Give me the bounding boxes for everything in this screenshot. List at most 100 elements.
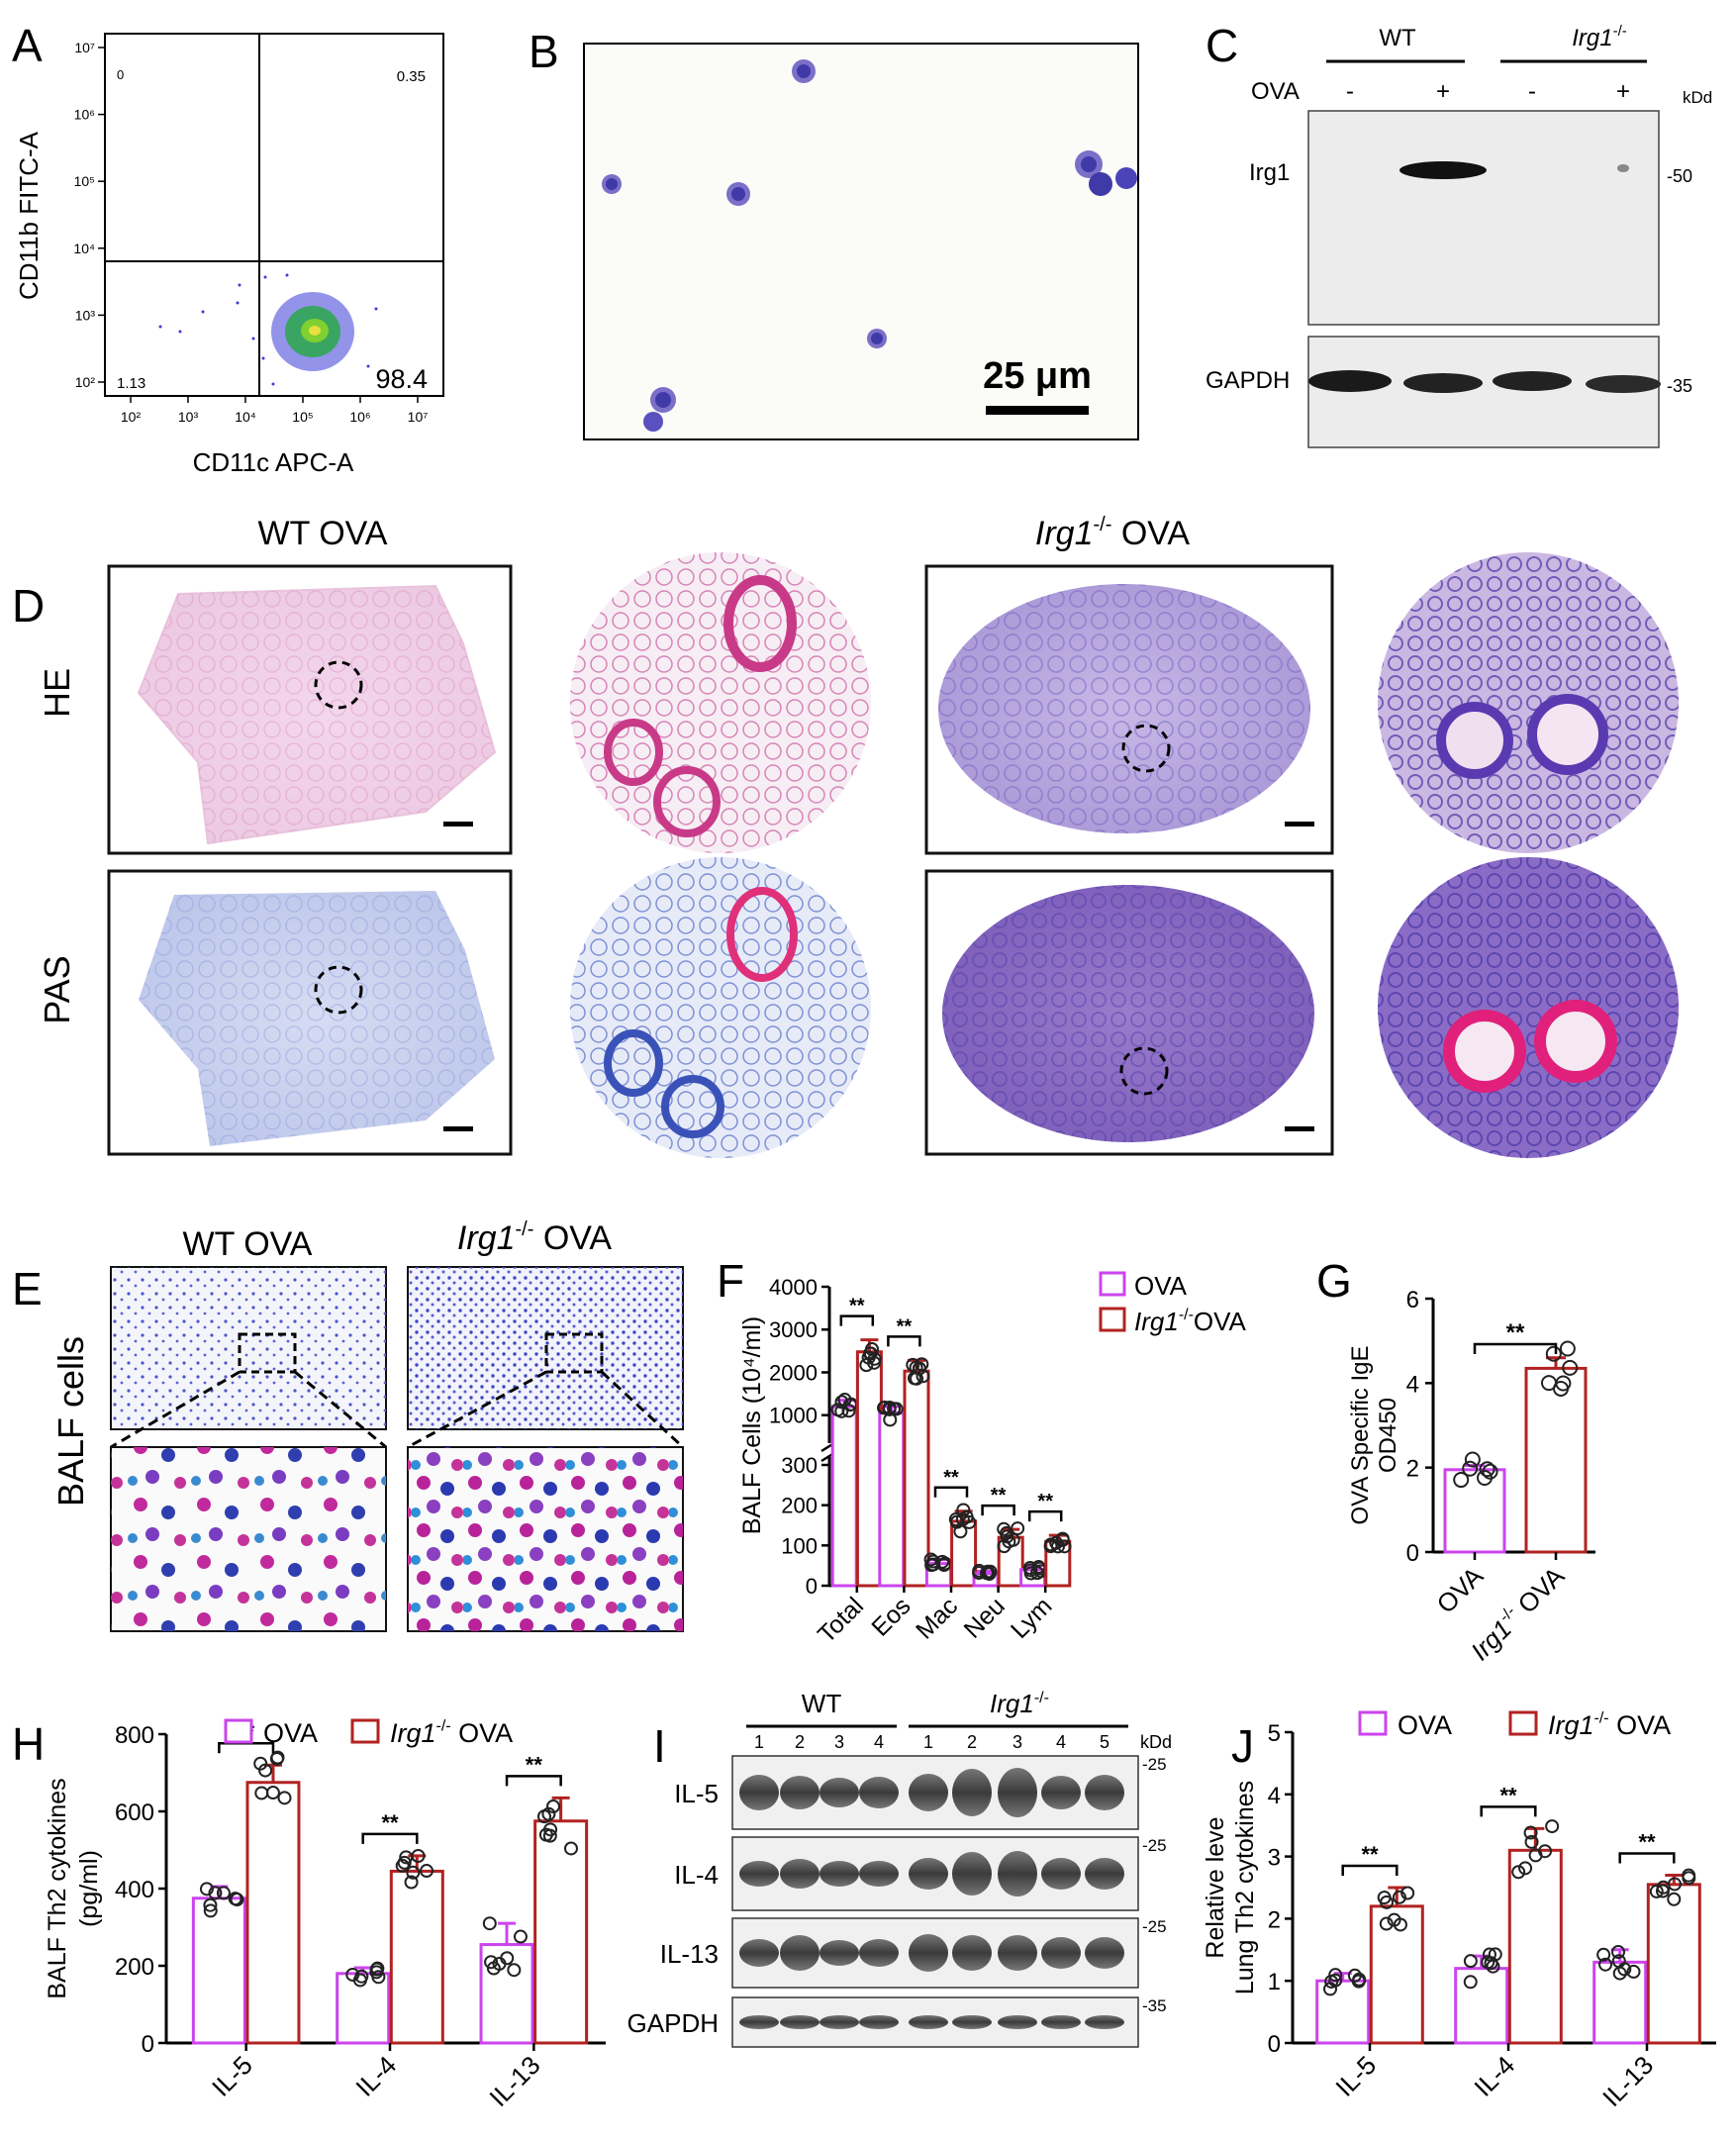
band (952, 1769, 992, 1816)
legend-swatch (1099, 1271, 1126, 1297)
lane-number: 3 (834, 1732, 844, 1752)
significance-bracket (1027, 1509, 1063, 1522)
panel-h: H 0 200 400 600 800 BALF Th2 cytokines (pg/ml) I… (12, 1718, 606, 2112)
lane-number: 2 (795, 1732, 805, 1752)
he-wt-roi (314, 660, 363, 710)
data-point (1352, 1972, 1367, 1987)
x-tick-label: Neu (959, 1592, 1011, 1643)
data-point (546, 1799, 561, 1813)
data-point (1002, 1534, 1016, 1549)
data-point (1612, 1966, 1627, 1981)
blot-marker: -25 (1142, 1917, 1167, 1936)
x-tick-label: IL-5 (206, 2050, 258, 2102)
data-point (395, 1858, 410, 1873)
flow-x-tick-label: 10⁵ (292, 409, 313, 425)
data-point (1479, 1461, 1495, 1478)
legend-label: Irg1-/- OVA (1548, 1710, 1671, 1740)
data-point (1562, 1359, 1579, 1376)
bar (950, 1519, 978, 1588)
panel-b: B 25 μm (529, 26, 1139, 440)
data-point (1463, 1975, 1478, 1990)
pas-wt-airway-2 (604, 1029, 663, 1097)
band (859, 2015, 899, 2029)
band (859, 1777, 899, 1808)
data-point (208, 1886, 223, 1900)
pas-ko-tissue-texture (942, 885, 1314, 1142)
data-point (354, 1969, 369, 1984)
quadrant-ul: 0 (117, 67, 124, 82)
legend-label: Irg1-/-OVA (1134, 1307, 1247, 1336)
panel-label-b: B (529, 26, 559, 77)
band (1085, 1937, 1124, 1969)
he-ko-tissue-texture (938, 584, 1310, 833)
band (780, 1935, 820, 1971)
flow-xlabel: CD11c APC-A (193, 447, 354, 477)
band (998, 1935, 1037, 1971)
micrograph-frame (583, 43, 1139, 440)
x-tick-label: IL-13 (1596, 2050, 1659, 2112)
band-gapdh-3 (1493, 371, 1572, 391)
data-point (923, 1552, 938, 1567)
significance-label: ** (991, 1485, 1007, 1507)
data-point (269, 1751, 284, 1766)
significance-label: ** (1037, 1491, 1053, 1512)
he-wt-zoom-texture (570, 552, 871, 853)
bar (1524, 1366, 1588, 1554)
legend-label: OVA (1398, 1710, 1452, 1740)
lane-number: 5 (1100, 1732, 1109, 1752)
bar (878, 1411, 906, 1588)
y-axis-label-1: Relative leve (1202, 1816, 1229, 1958)
blots: IL-5 -25 IL-4 -25 IL-13 -25 GAPDH -35 (627, 1755, 1167, 2048)
lane-number: 1 (754, 1732, 764, 1752)
flow-y-tick-label: 10⁵ (74, 173, 95, 189)
data-point (924, 1558, 939, 1573)
band (820, 1940, 859, 1966)
marker-irg1: -50 (1667, 166, 1692, 186)
band (780, 1859, 820, 1889)
y-axis-label: BALF Cells (10⁴/ml) (738, 1316, 766, 1535)
band (820, 1778, 859, 1807)
y-tick-label: 2 (1406, 1456, 1419, 1483)
band (1085, 1858, 1124, 1890)
data-point (864, 1341, 879, 1356)
band-gapdh-1 (1308, 370, 1392, 392)
significance-bracket (933, 1486, 969, 1498)
data-point (203, 1897, 218, 1912)
y-tick-label: 3000 (769, 1317, 818, 1342)
lane-number: 4 (874, 1732, 884, 1752)
quadrant-lr: 98.4 (375, 364, 428, 394)
data-point (369, 1962, 384, 1977)
blot-il-13: IL-13 -25 (660, 1917, 1167, 1989)
quadrant-ur: 0.35 (397, 68, 426, 85)
data-point (889, 1402, 904, 1416)
data-point (1392, 1890, 1406, 1904)
x-tick-label: Eos (866, 1592, 916, 1641)
data-point (972, 1566, 987, 1581)
band (859, 1939, 899, 1967)
data-point (563, 1841, 578, 1856)
pas-wt-scale (443, 1126, 473, 1131)
y-tick-label: 0 (142, 2031, 154, 2058)
y-tick-label: 400 (115, 1877, 154, 1903)
data-point (484, 1955, 499, 1970)
data-point (1649, 1884, 1664, 1898)
i-group-wt: WT (802, 1689, 842, 1718)
data-point (1379, 1916, 1394, 1931)
blot-gapdh (1307, 336, 1660, 448)
micrograph-cells (602, 59, 1137, 432)
panel-label-d: D (12, 580, 45, 632)
data-point (1682, 1868, 1696, 1883)
data-point (1598, 1957, 1613, 1972)
significance-bracket (981, 1504, 1015, 1516)
data-point (1545, 1345, 1562, 1362)
significance-bracket (1473, 1342, 1558, 1354)
pas-ko-airway-1 (1443, 1010, 1526, 1093)
legend-label: Irg1-/- OVA (390, 1718, 513, 1748)
data-point (216, 1886, 231, 1900)
ova-row-label: OVA (1251, 78, 1300, 105)
pas-wt-airway-3 (661, 1075, 724, 1138)
panel-label-e: E (12, 1263, 43, 1314)
blot-label: GAPDH (627, 2008, 719, 2038)
he-wt-airway-1 (723, 575, 797, 672)
